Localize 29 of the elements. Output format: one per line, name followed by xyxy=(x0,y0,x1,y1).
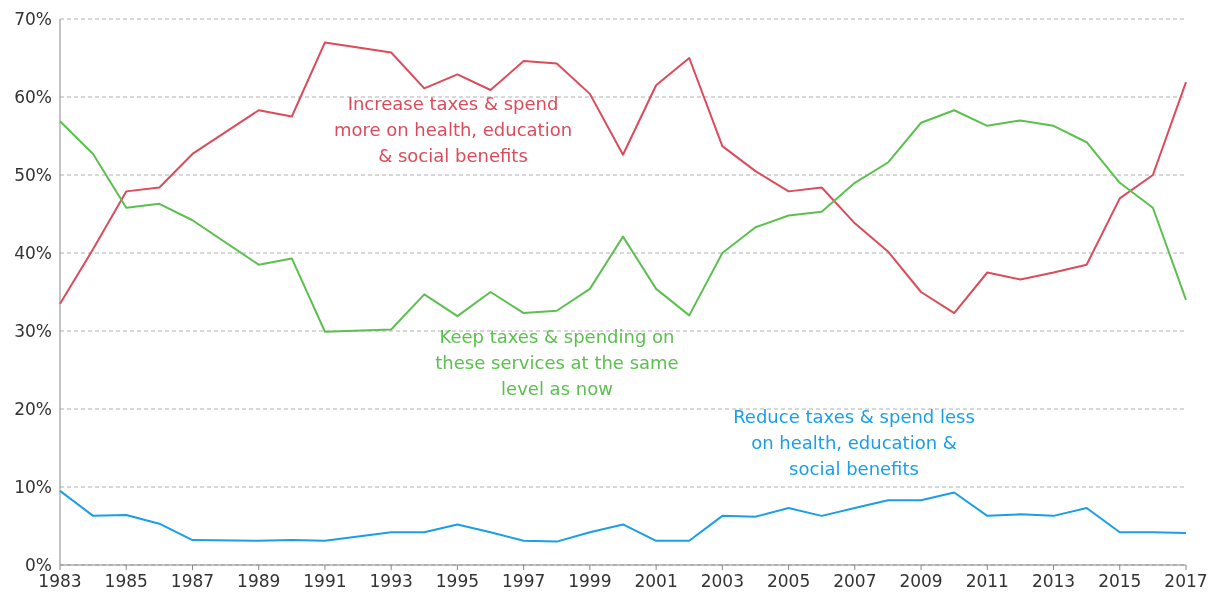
x-tick-label: 1989 xyxy=(237,571,281,591)
x-tick-label: 2015 xyxy=(1098,571,1142,591)
y-tick-label: 70% xyxy=(14,8,52,29)
x-tick-label: 2009 xyxy=(899,571,943,591)
x-tick-label: 2011 xyxy=(965,571,1009,591)
y-tick-label: 20% xyxy=(14,398,52,419)
y-tick-label: 50% xyxy=(14,164,52,185)
series-label: Keep taxes & spending on these services at the same level as now xyxy=(435,326,679,399)
x-tick-label: 2003 xyxy=(700,571,744,591)
x-tick-label: 1997 xyxy=(502,571,546,591)
series-label: Increase taxes & spend more on health, education & social benefits xyxy=(333,93,573,166)
x-tick-label: 1993 xyxy=(369,571,413,591)
x-tick-label: 2017 xyxy=(1164,571,1208,591)
x-tick-label: 1995 xyxy=(435,571,480,591)
y-tick-label: 30% xyxy=(14,320,52,341)
x-tick-label: 1987 xyxy=(170,571,215,591)
x-tick-label: 2001 xyxy=(634,571,678,591)
x-tick-label: 2005 xyxy=(766,571,811,591)
line-series xyxy=(59,41,1187,315)
x-tick-label: 1999 xyxy=(568,571,612,591)
x-tick-label: 2013 xyxy=(1031,571,1076,591)
y-tick-label: 10% xyxy=(14,476,52,497)
x-tick-label: 2007 xyxy=(833,571,877,591)
x-tick-label: 1991 xyxy=(303,571,347,591)
series-label: Reduce taxes & spend less on health, education & social benefits xyxy=(733,406,975,479)
x-tick-label: 1985 xyxy=(104,571,148,591)
line-series xyxy=(59,489,1187,543)
y-tick-label: 60% xyxy=(14,86,52,107)
y-tick-label: 40% xyxy=(14,242,52,263)
